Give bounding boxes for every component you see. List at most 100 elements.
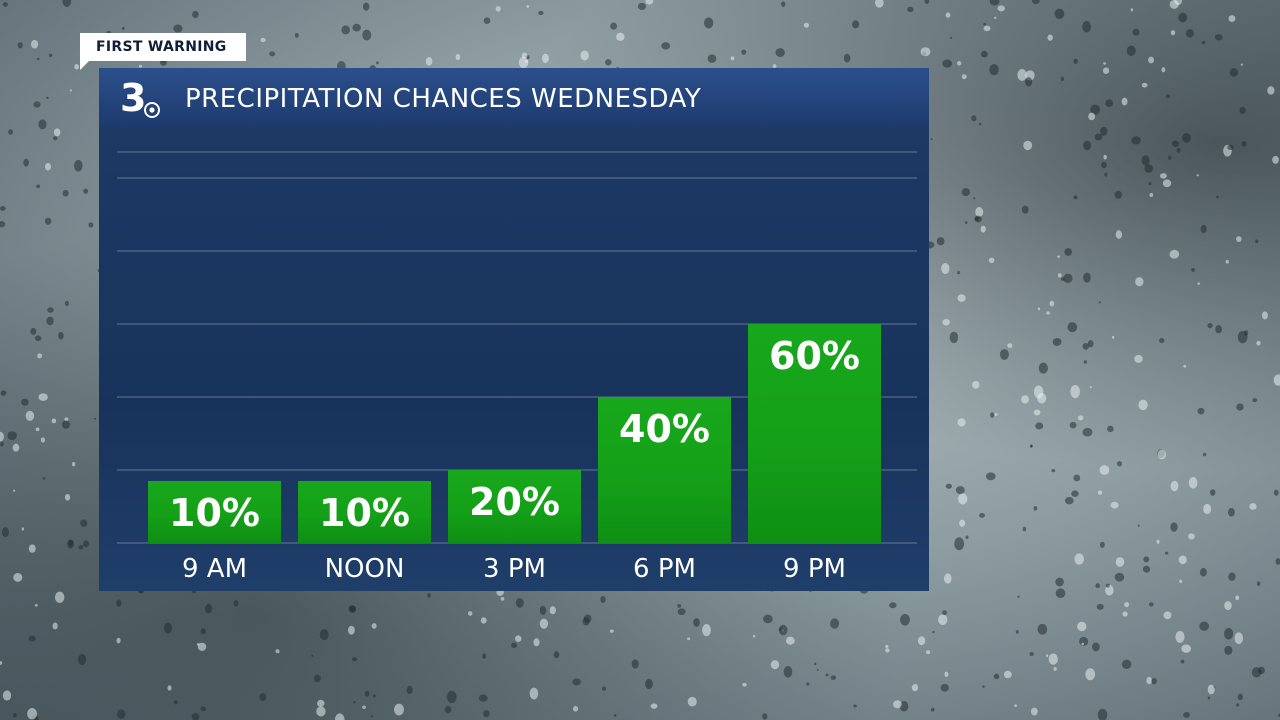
rain-drop	[1029, 444, 1033, 448]
rain-drop	[1234, 632, 1244, 645]
rain-drop	[259, 693, 267, 701]
rain-drop	[347, 625, 355, 635]
rain-drop	[1046, 654, 1049, 658]
rain-drop	[58, 331, 64, 340]
rain-drop	[1243, 330, 1249, 336]
rain-drop	[1200, 224, 1207, 234]
rain-drop	[64, 417, 69, 421]
rain-drop	[1014, 704, 1017, 708]
rain-drop	[1178, 555, 1187, 565]
rain-drop	[163, 622, 173, 634]
rain-drop	[1105, 583, 1110, 588]
rain-drop	[892, 700, 902, 709]
rain-drop	[260, 37, 266, 43]
rain-drop	[1141, 155, 1150, 166]
rain-drop	[1236, 703, 1240, 707]
rain-drop	[1240, 63, 1243, 66]
rain-drop	[52, 136, 58, 141]
rain-drop	[806, 682, 810, 686]
rain-drop	[370, 715, 374, 718]
rain-drop	[1188, 533, 1195, 540]
rain-drop	[1183, 364, 1187, 368]
rain-drop	[885, 648, 890, 653]
rain-drop	[911, 683, 919, 692]
rain-drop	[1149, 193, 1154, 198]
rain-drop	[572, 678, 581, 686]
rain-drop	[233, 599, 239, 607]
rain-drop	[192, 10, 199, 19]
rain-drop	[1054, 8, 1065, 19]
rain-drop	[1137, 524, 1140, 527]
rain-drop	[580, 50, 589, 61]
rain-drop	[924, 0, 930, 4]
rain-drop	[983, 25, 991, 32]
rain-drop	[1162, 179, 1172, 188]
rain-drop	[1111, 335, 1115, 339]
rain-drop	[816, 669, 819, 671]
rain-drop	[515, 635, 522, 642]
rain-drop	[1069, 421, 1077, 429]
rain-drop	[37, 353, 43, 359]
rain-drop	[958, 493, 968, 505]
rain-drop	[1029, 651, 1034, 656]
rain-drop	[138, 64, 143, 68]
rain-drop	[1151, 677, 1157, 685]
rain-drop	[1021, 205, 1029, 214]
rain-drop	[93, 417, 97, 420]
data-label: 20%	[469, 480, 560, 524]
rain-drop	[954, 537, 965, 551]
bar-3	[598, 397, 731, 543]
rain-drop	[964, 221, 968, 224]
rain-drop	[1003, 670, 1012, 679]
rain-drop	[1098, 301, 1101, 304]
rain-drop	[1183, 712, 1191, 718]
bar-2	[448, 470, 581, 543]
rain-drop	[772, 64, 777, 68]
rain-drop	[1148, 181, 1152, 186]
rain-drop	[74, 159, 83, 172]
rain-drop	[645, 678, 653, 690]
rain-drop	[0, 660, 3, 665]
rain-drop	[269, 51, 276, 57]
rain-drop	[1095, 583, 1100, 589]
rain-drop	[1082, 20, 1091, 33]
rain-drop	[394, 703, 404, 716]
rain-drop	[44, 217, 52, 225]
rain-drop	[13, 489, 16, 492]
rain-drop	[763, 614, 773, 624]
rain-drop	[1228, 15, 1236, 23]
rain-drop	[482, 653, 487, 659]
rain-drop	[1255, 239, 1259, 243]
rain-drop	[944, 671, 949, 677]
rain-drop	[783, 666, 793, 678]
rain-drop	[36, 57, 40, 61]
rain-drop	[994, 413, 998, 416]
rain-drop	[352, 23, 361, 32]
rain-drop	[13, 573, 23, 582]
data-label: 10%	[319, 491, 410, 535]
rain-drop	[572, 706, 579, 712]
rain-drop	[1105, 99, 1114, 108]
rain-drop	[707, 54, 717, 63]
rain-drop	[197, 642, 207, 652]
rain-drop	[78, 653, 87, 665]
rain-drop	[1082, 427, 1093, 437]
rain-drop	[35, 427, 40, 432]
rain-drop	[1122, 611, 1128, 617]
rain-drop	[362, 29, 372, 41]
rain-drop	[980, 50, 988, 58]
rain-drop	[0, 431, 4, 442]
rain-drop	[742, 682, 747, 687]
rain-drop	[650, 703, 658, 709]
rain-drop	[1267, 86, 1275, 95]
rain-drop	[938, 614, 948, 626]
rain-drop	[28, 635, 36, 642]
rain-drop	[1176, 147, 1181, 153]
rain-drop	[959, 519, 966, 527]
rain-drop	[932, 630, 935, 634]
rain-drop	[317, 699, 325, 707]
rain-drop	[121, 26, 125, 30]
rain-drop	[1180, 659, 1185, 664]
bar-4	[748, 324, 881, 543]
rain-drop	[994, 16, 997, 20]
